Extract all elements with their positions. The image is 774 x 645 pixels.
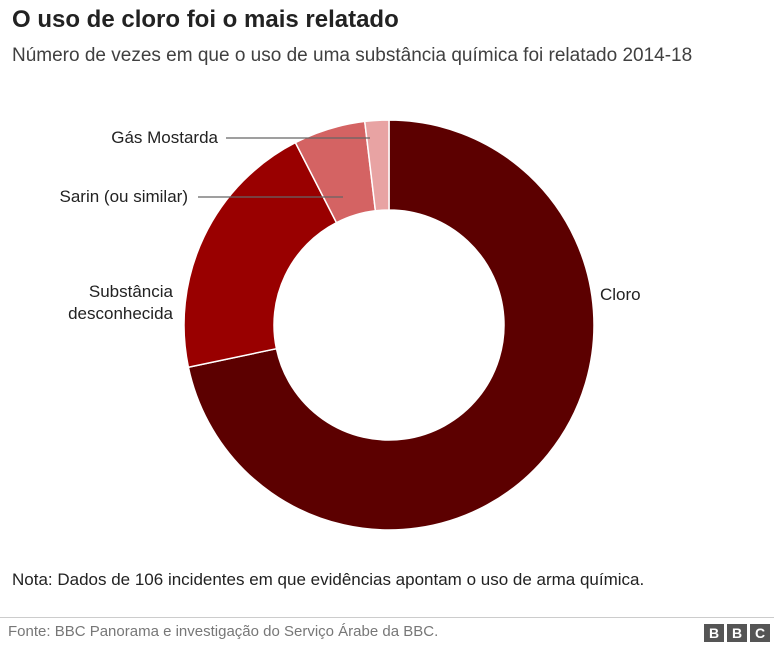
chart-title: O uso de cloro foi o mais relatado <box>12 6 399 33</box>
chart-subtitle: Número de vezes em que o uso de uma subs… <box>12 45 693 66</box>
slice-label: Gás Mostarda <box>111 128 218 147</box>
note: Nota: Dados de 106 incidentes em que evi… <box>12 570 645 589</box>
donut-slice <box>187 119 595 531</box>
logo-letter: B <box>704 624 724 642</box>
logo-letter: B <box>727 624 747 642</box>
donut-slice <box>363 119 390 212</box>
divider <box>0 617 774 618</box>
source: Fonte: BBC Panorama e investigação do Se… <box>8 623 439 640</box>
donut-slice <box>183 141 338 369</box>
slice-label: Cloro <box>600 285 641 304</box>
logo-letter: C <box>750 624 770 642</box>
slice-label: Sarin (ou similar) <box>59 187 188 206</box>
slice-label: Substância desconhecida <box>68 282 173 323</box>
